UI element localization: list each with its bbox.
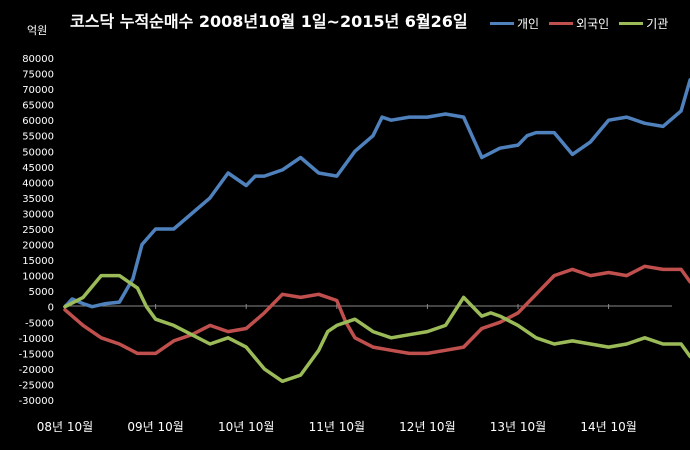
- y-tick-label: -15000: [19, 349, 54, 360]
- y-tick-label: 15000: [22, 256, 54, 267]
- y-tick-label: -10000: [19, 334, 54, 345]
- y-tick-label: 50000: [22, 147, 54, 158]
- y-tick-label: 25000: [22, 225, 54, 236]
- y-tick-label: -30000: [19, 396, 54, 407]
- y-tick-label: 80000: [22, 54, 54, 65]
- x-tick-label: 10년 10월: [218, 420, 274, 434]
- y-tick-label: -20000: [19, 365, 54, 376]
- y-axis-unit: 억원: [27, 24, 48, 37]
- y-tick-label: 35000: [22, 194, 54, 205]
- legend-item-individual: 개인: [490, 15, 539, 32]
- legend: 개인 외국인 기관: [490, 15, 668, 32]
- y-tick-label: 10000: [22, 272, 54, 283]
- x-axis: 08년 10월 09년 10월 10년 10월 11년 10월 12년 10월 13년 1…: [37, 304, 672, 434]
- series-line-foreign: [63, 264, 690, 356]
- legend-swatch-individual: [490, 22, 514, 25]
- legend-label-institution: 기관: [646, 17, 669, 31]
- x-tick-label: 14년 10월: [580, 420, 636, 434]
- series-line-institution: [63, 273, 690, 384]
- legend-label-foreign: 외국인: [576, 17, 610, 31]
- legend-item-institution: 기관: [619, 15, 668, 32]
- y-tick-label: 45000: [22, 163, 54, 174]
- chart-title: 코스닥 누적순매수 2008년10월 1일~2015년 6월26일: [70, 12, 468, 31]
- legend-swatch-foreign: [549, 22, 574, 25]
- legend-item-foreign: 외국인: [549, 15, 609, 32]
- y-tick-label: -25000: [19, 380, 54, 391]
- x-tick-label: 09년 10월: [127, 420, 183, 434]
- y-tick-label: 20000: [22, 241, 54, 252]
- x-tick-label: 12년 10월: [399, 420, 455, 434]
- y-tick-label: 5000: [29, 287, 54, 298]
- y-tick-label: -5000: [25, 318, 54, 329]
- legend-swatch-institution: [619, 22, 644, 25]
- y-tick-label: 75000: [22, 70, 54, 81]
- y-tick-label: 0: [48, 303, 54, 314]
- y-tick-label: 30000: [22, 209, 54, 220]
- series-line-individual: [63, 78, 690, 309]
- y-tick-label: 65000: [22, 101, 54, 112]
- y-tick-label: 55000: [22, 132, 54, 143]
- y-tick-label: 70000: [22, 85, 54, 96]
- series-lines: [63, 78, 690, 384]
- y-axis: 8000075000700006500060000550005000045000…: [19, 54, 54, 407]
- legend-label-individual: 개인: [517, 17, 540, 31]
- y-tick-label: 40000: [22, 178, 54, 189]
- x-tick-label: 08년 10월: [37, 420, 93, 434]
- x-tick-label: 11년 10월: [309, 420, 365, 434]
- y-tick-label: 60000: [22, 116, 54, 127]
- x-tick-label: 13년 10월: [490, 420, 546, 434]
